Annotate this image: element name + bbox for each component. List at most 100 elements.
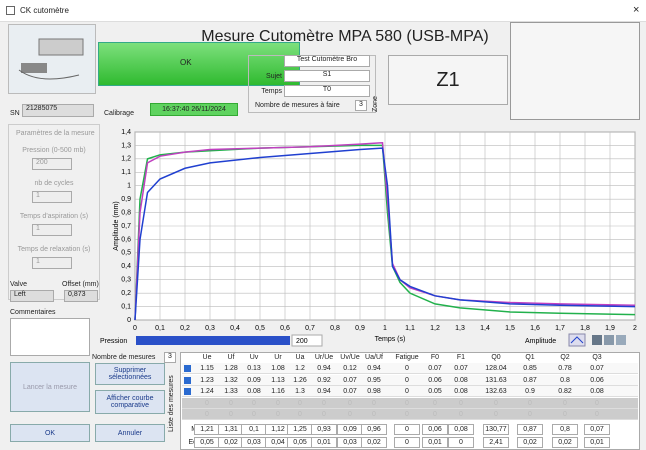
x-tick-label: 1,2 [430, 325, 440, 332]
cell: 0 [480, 411, 512, 418]
y-tick-label: 1,4 [121, 129, 131, 136]
summary-cell: 0,93 [311, 424, 337, 435]
cell: 0 [514, 411, 546, 418]
y-tick-label: 1,2 [121, 156, 131, 163]
pan-icon[interactable] [616, 335, 626, 345]
cell: 0.78 [549, 365, 581, 372]
summary-cell: 1,21 [194, 424, 220, 435]
cell: 0 [514, 400, 546, 407]
y-tick-label: 0,2 [121, 290, 131, 297]
summary-cell: 1,25 [287, 424, 313, 435]
summary-cell: 0,01 [311, 437, 337, 448]
summary-cell: 0,1 [241, 424, 267, 435]
x-tick-label: 0,7 [305, 325, 315, 332]
cell: 0.08 [445, 388, 477, 395]
cell: 0.07 [581, 365, 613, 372]
y-tick-label: 0,8 [121, 209, 131, 216]
summary-cell: 0,87 [517, 424, 543, 435]
cell: 0.08 [445, 377, 477, 384]
x-tick-label: 0,1 [155, 325, 165, 332]
x-axis-label: Temps (s) [375, 336, 406, 343]
cell: 0.82 [549, 388, 581, 395]
cell: 0.94 [358, 365, 390, 372]
cell: 0 [549, 411, 581, 418]
summary-cell: 0,8 [552, 424, 578, 435]
grid-icon[interactable] [592, 335, 602, 345]
x-tick-label: 1,6 [530, 325, 540, 332]
cell: 131.63 [480, 377, 512, 384]
y-tick-label: 0,4 [121, 263, 131, 270]
x-tick-label: 1,7 [555, 325, 565, 332]
x-tick-label: 0,6 [280, 325, 290, 332]
summary-cell: 0,07 [584, 424, 610, 435]
y-tick-label: 1 [127, 183, 131, 190]
y-tick-label: 0,7 [121, 223, 131, 230]
summary-cell: 2,41 [483, 437, 509, 448]
cell: 0 [549, 400, 581, 407]
param-label: Pression (0-500 mb) [14, 147, 94, 154]
column-header: Q1 [515, 354, 545, 361]
y-tick-label: 0,3 [121, 277, 131, 284]
summary-cell: 0,02 [552, 437, 578, 448]
column-header: Q0 [481, 354, 511, 361]
y-tick-label: 1,3 [121, 142, 131, 149]
summary-cell: 0,05 [194, 437, 220, 448]
param-value: 1 [32, 257, 72, 269]
y-tick-label: 0,9 [121, 196, 131, 203]
x-tick-label: 0,5 [255, 325, 265, 332]
x-tick-label: 1,3 [455, 325, 465, 332]
summary-cell: 0,03 [241, 437, 267, 448]
summary-cell: 0,05 [287, 437, 313, 448]
cell: 0 [480, 400, 512, 407]
summary-cell: 0,09 [337, 424, 363, 435]
pressure-bar [136, 336, 290, 345]
cell: 0 [358, 411, 390, 418]
cell: 0 [445, 400, 477, 407]
column-header: Ua/Uf [359, 354, 389, 361]
y-tick-label: 0 [127, 317, 131, 324]
zoom-icon[interactable] [604, 335, 614, 345]
cell: 0 [581, 411, 613, 418]
cell: 0 [358, 400, 390, 407]
amplitude-icon[interactable] [569, 334, 585, 346]
column-header: Q2 [550, 354, 580, 361]
param-value: 200 [32, 158, 72, 170]
cell: 0.85 [514, 365, 546, 372]
cell: 132.63 [480, 388, 512, 395]
summary-cell: 0,96 [361, 424, 387, 435]
summary-cell: 0,01 [584, 437, 610, 448]
y-tick-label: 0,1 [121, 303, 131, 310]
y-tick-label: 1,1 [121, 169, 131, 176]
x-tick-label: 0,2 [180, 325, 190, 332]
cell: 0.9 [514, 388, 546, 395]
summary-cell: 0,02 [361, 437, 387, 448]
row-checkbox [184, 365, 191, 372]
cell: 128.04 [480, 365, 512, 372]
x-tick-label: 1 [383, 325, 387, 332]
summary-cell: 0,01 [422, 437, 448, 448]
x-tick-label: 1,8 [580, 325, 590, 332]
x-tick-label: 2 [633, 325, 637, 332]
x-tick-label: 1,9 [605, 325, 615, 332]
row-checkbox [184, 388, 191, 395]
summary-cell: 0 [394, 437, 420, 448]
summary-cell: 0 [394, 424, 420, 435]
param-label: Temps de relaxation (s) [14, 246, 94, 253]
cell: 0.95 [358, 377, 390, 384]
window: CK cutomètre × OK Mesure Cutomètre MPA 5… [0, 0, 646, 450]
param-value: 1 [32, 224, 72, 236]
x-tick-label: 0,9 [355, 325, 365, 332]
cell: 0.07 [445, 365, 477, 372]
cell: 0 [445, 411, 477, 418]
summary-cell: 0,08 [448, 424, 474, 435]
y-axis-label: Amplitude (mm) [113, 201, 120, 250]
cell: 0.8 [549, 377, 581, 384]
list-label: Liste des mesures [168, 375, 175, 432]
summary-cell: 0 [448, 437, 474, 448]
param-value: 1 [32, 191, 72, 203]
column-header: Fatigue [392, 354, 422, 361]
param-label: nb de cycles [14, 180, 94, 187]
x-tick-label: 1,4 [480, 325, 490, 332]
cell: 0.08 [581, 388, 613, 395]
x-tick-label: 0,8 [330, 325, 340, 332]
